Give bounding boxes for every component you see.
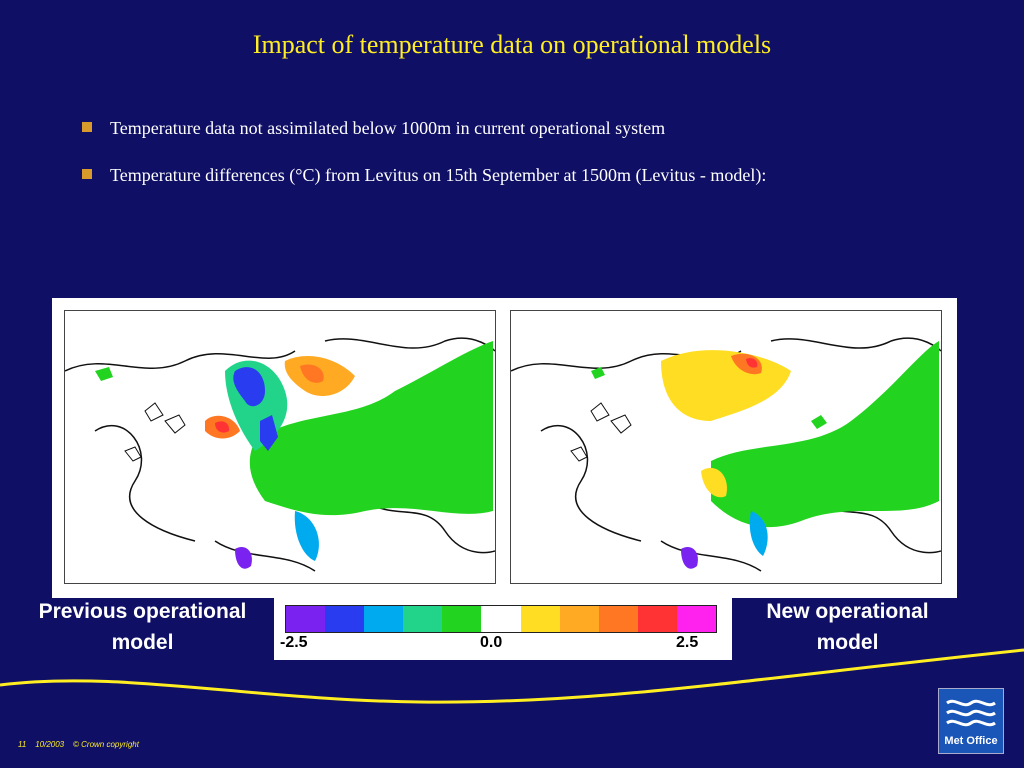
colorbar-max-label: 2.5 [676, 634, 699, 651]
decorative-swoosh [0, 648, 1024, 704]
footer-meta: 11 10/2003 © Crown copyright [18, 740, 139, 749]
bullet-text: Temperature differences (°C) from Levitu… [110, 165, 767, 185]
colorbar-segment [481, 606, 521, 632]
new-model-caption: New operational model [766, 600, 929, 654]
colorbar-segment [442, 606, 482, 632]
previous-model-map [64, 310, 496, 584]
footer-copyright: © Crown copyright [73, 740, 139, 749]
colorbar-segment [520, 606, 560, 632]
colorbar-segment [598, 606, 638, 632]
bullet-item: Temperature data not assimilated below 1… [82, 118, 982, 139]
colorbar-segment [637, 606, 677, 632]
slide-title: Impact of temperature data on operationa… [252, 30, 772, 59]
bullet-text: Temperature data not assimilated below 1… [110, 118, 666, 138]
bullet-square-icon [82, 169, 92, 179]
colorbar-segment [676, 606, 717, 632]
bullet-item: Temperature differences (°C) from Levitu… [82, 165, 982, 186]
bullet-square-icon [82, 122, 92, 132]
met-office-waves-icon [946, 699, 996, 727]
previous-model-caption: Previous operational model [38, 600, 247, 654]
maps-panel [52, 298, 957, 598]
colorbar-segment [325, 606, 365, 632]
new-model-map [510, 310, 942, 584]
colorbar-mid-label: 0.0 [480, 634, 503, 651]
bullet-list: Temperature data not assimilated below 1… [82, 118, 982, 212]
page-number: 11 [18, 740, 27, 749]
met-office-logo: Met Office [938, 688, 1004, 754]
footer-date: 10/2003 [35, 740, 65, 749]
logo-text: Met Office [944, 735, 998, 747]
colorbar-segment [403, 606, 443, 632]
colorbar [285, 605, 717, 633]
colorbar-segment [364, 606, 404, 632]
colorbar-segment [559, 606, 599, 632]
previous-model-map-image [65, 337, 495, 572]
colorbar-legend: -2.5 0.0 2.5 [274, 598, 732, 660]
colorbar-min-label: -2.5 [280, 634, 308, 651]
new-model-map-image [511, 337, 941, 572]
colorbar-segment [286, 606, 326, 632]
